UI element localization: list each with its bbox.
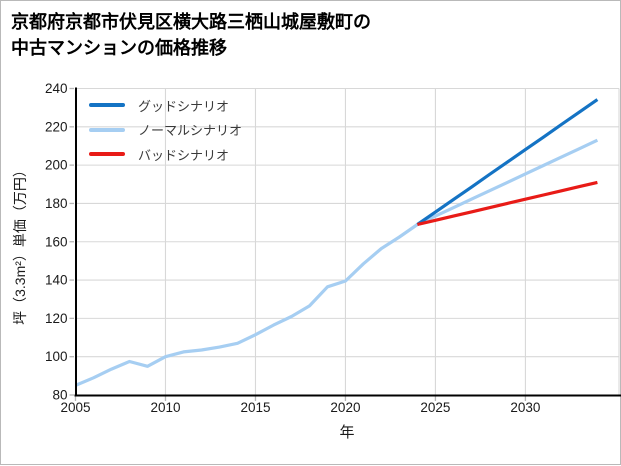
series-line-バッドシナリオ bbox=[417, 180, 598, 227]
y-axis-label: 坪（3.3m²）単価（万円） bbox=[12, 163, 28, 325]
legend-item: ノーマルシナリオ bbox=[89, 118, 242, 143]
legend-label: バッドシナリオ bbox=[138, 147, 230, 163]
legend-label: グッドシナリオ bbox=[138, 98, 230, 114]
x-tick-label: 2020 bbox=[330, 400, 360, 415]
chart-title-line1: 京都府京都市伏見区横大路三栖山城屋敷町の bbox=[11, 12, 371, 32]
chart-title-line2: 中古マンションの価格推移 bbox=[11, 38, 227, 58]
legend-label: ノーマルシナリオ bbox=[138, 123, 243, 139]
legend-item: バッドシナリオ bbox=[89, 142, 242, 167]
legend-swatch bbox=[89, 152, 125, 157]
y-tick-label: 220 bbox=[45, 119, 68, 134]
x-tick-label: 2030 bbox=[510, 400, 540, 415]
x-tick-label: 2005 bbox=[60, 400, 90, 415]
x-tick-label: 2025 bbox=[420, 400, 450, 415]
y-tick-label: 80 bbox=[52, 388, 67, 403]
y-tick-label: 160 bbox=[45, 234, 68, 249]
y-tick-label: 100 bbox=[45, 349, 68, 364]
legend: グッドシナリオ ノーマルシナリオ バッドシナリオ bbox=[89, 93, 242, 167]
legend-swatch bbox=[89, 103, 125, 108]
x-axis-label: 年 bbox=[339, 424, 355, 441]
series-line-ノーマルシナリオ bbox=[74, 138, 599, 387]
chart-title: 京都府京都市伏見区横大路三栖山城屋敷町の 中古マンションの価格推移 bbox=[11, 9, 371, 61]
y-tick-label: 120 bbox=[45, 311, 68, 326]
y-tick-label: 140 bbox=[45, 273, 68, 288]
y-tick-label: 240 bbox=[45, 81, 68, 96]
legend-item: グッドシナリオ bbox=[89, 93, 242, 118]
y-tick-label: 180 bbox=[45, 196, 68, 211]
y-tick-label: 200 bbox=[45, 158, 68, 173]
x-tick-label: 2010 bbox=[150, 400, 180, 415]
legend-swatch bbox=[89, 127, 125, 132]
x-tick-label: 2015 bbox=[240, 400, 270, 415]
series-line-グッドシナリオ bbox=[416, 98, 599, 226]
